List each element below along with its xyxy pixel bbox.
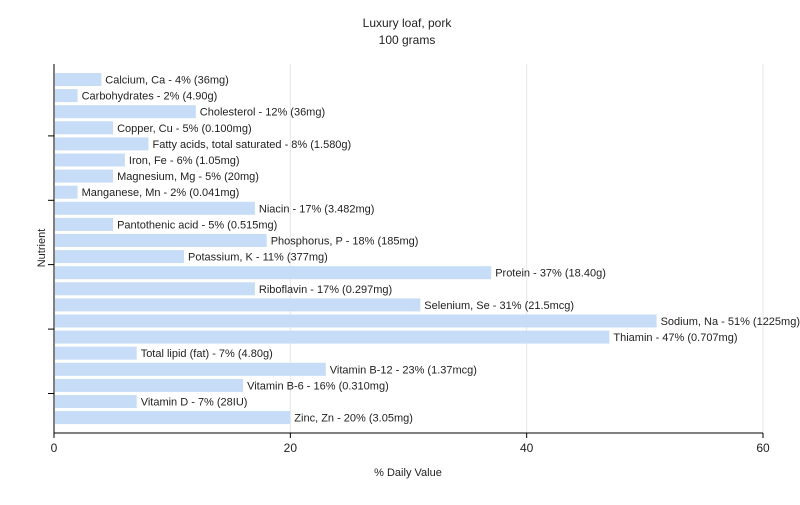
bar-0 <box>55 73 102 86</box>
bar-label-3: Copper, Cu - 5% (0.100mg) <box>117 123 252 135</box>
bar-label-8: Niacin - 17% (3.482mg) <box>259 203 375 215</box>
bar-8 <box>55 201 255 215</box>
bar-21 <box>55 411 291 425</box>
bar-15 <box>55 314 657 328</box>
bar-10 <box>55 234 267 247</box>
bar-labels: Calcium, Ca - 4% (36mg) Carbohydrates - 2… <box>82 75 800 425</box>
y-axis-title: Nutrient <box>36 229 48 268</box>
bar-2 <box>55 105 196 119</box>
bar-4 <box>55 137 149 151</box>
bar-label-12: Protein - 37% (18.40g) <box>495 268 606 280</box>
axes <box>48 64 763 434</box>
chart-subtitle: 100 grams <box>379 33 436 47</box>
x-axis-ticks: 0 20 40 60 <box>51 433 770 455</box>
bar-label-0: Calcium, Ca - 4% (36mg) <box>105 75 228 87</box>
bar-label-4: Fatty acids, total saturated - 8% (1.580… <box>153 139 352 151</box>
bars <box>55 73 657 425</box>
bar-11 <box>55 250 184 264</box>
bar-label-19: Vitamin B-6 - 16% (0.310mg) <box>247 380 389 392</box>
bar-label-16: Thiamin - 47% (0.707mg) <box>613 332 737 344</box>
x-tick-label-3: 60 <box>756 441 770 455</box>
x-tick-label-0: 0 <box>51 441 58 455</box>
x-tick-label-2: 40 <box>520 441 534 455</box>
bar-label-20: Vitamin D - 7% (28IU) <box>141 397 248 409</box>
bar-label-9: Pantothenic acid - 5% (0.515mg) <box>117 219 277 231</box>
bar-label-17: Total lipid (fat) - 7% (4.80g) <box>141 348 273 360</box>
bar-label-2: Cholesterol - 12% (36mg) <box>200 107 325 119</box>
bar-1 <box>55 89 78 103</box>
bar-7 <box>55 185 78 199</box>
bar-label-15: Sodium, Na - 51% (1225mg) <box>661 316 800 328</box>
bar-label-7: Manganese, Mn - 2% (0.041mg) <box>82 187 240 199</box>
bar-14 <box>55 298 421 312</box>
bar-label-6: Magnesium, Mg - 5% (20mg) <box>117 171 259 183</box>
bar-label-13: Riboflavin - 17% (0.297mg) <box>259 284 392 296</box>
bar-label-18: Vitamin B-12 - 23% (1.37mcg) <box>330 364 477 376</box>
bar-9 <box>55 217 114 231</box>
bar-label-11: Potassium, K - 11% (377mg) <box>188 252 328 264</box>
bar-label-21: Zinc, Zn - 20% (3.05mg) <box>294 413 413 425</box>
bar-17 <box>55 346 137 360</box>
bar-3 <box>55 121 114 135</box>
bar-label-10: Phosphorus, P - 18% (185mg) <box>271 236 419 248</box>
bar-6 <box>55 169 114 183</box>
bar-13 <box>55 282 255 296</box>
bar-19 <box>55 378 244 392</box>
bar-5 <box>55 153 125 167</box>
chart-title: Luxury loaf, pork <box>363 16 453 30</box>
bar-label-14: Selenium, Se - 31% (21.5mcg) <box>424 300 574 312</box>
bar-16 <box>55 330 610 344</box>
gridlines <box>289 64 764 433</box>
bar-18 <box>55 362 326 376</box>
bar-20 <box>55 395 137 408</box>
bar-label-5: Iron, Fe - 6% (1.05mg) <box>129 155 240 167</box>
x-axis-title: % Daily Value <box>374 467 442 479</box>
bar-label-1: Carbohydrates - 2% (4.90g) <box>82 91 218 103</box>
x-tick-label-1: 20 <box>284 441 298 455</box>
bar-12 <box>55 266 492 280</box>
